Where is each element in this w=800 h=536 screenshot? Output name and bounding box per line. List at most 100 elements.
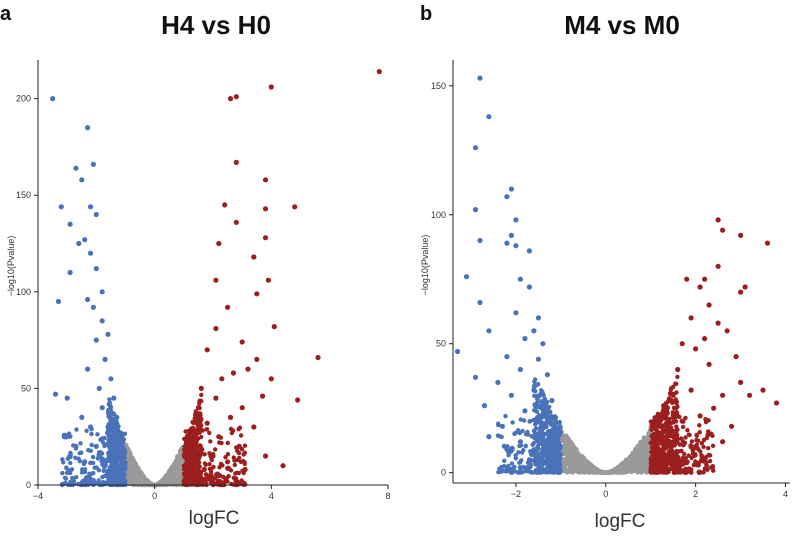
down-point: [99, 318, 105, 324]
down-point: [61, 434, 67, 440]
background-point: [563, 451, 568, 456]
down-point: [108, 376, 114, 382]
up-point: [693, 346, 699, 352]
background-point: [699, 441, 704, 446]
background-point: [236, 450, 242, 456]
down-point: [522, 336, 528, 342]
background-point: [578, 456, 584, 462]
background-point: [197, 401, 202, 406]
background-point: [649, 449, 654, 455]
background-point: [683, 435, 688, 440]
up-point: [738, 289, 744, 295]
background-point: [104, 430, 110, 436]
up-point: [652, 449, 658, 455]
background-point: [535, 462, 541, 468]
y-tick-label: 150: [431, 81, 446, 91]
background-point: [657, 451, 663, 456]
background-point: [587, 468, 592, 474]
background-point: [652, 464, 657, 469]
up-point: [201, 466, 207, 473]
background-point: [219, 480, 224, 486]
background-point: [673, 460, 678, 466]
background-point: [496, 422, 501, 428]
down-point: [526, 284, 533, 290]
background-point: [84, 480, 90, 485]
down-point: [535, 431, 542, 437]
background-point: [575, 463, 581, 469]
up-point: [706, 361, 712, 367]
background-point: [534, 409, 540, 414]
background-point: [703, 419, 709, 425]
background-point: [225, 466, 230, 471]
background-point: [223, 455, 228, 460]
background-point: [204, 427, 209, 432]
background-point: [658, 413, 664, 419]
background-point: [64, 470, 70, 476]
background-point: [503, 413, 508, 419]
background-point: [501, 468, 506, 474]
background-point: [78, 441, 83, 446]
up-point: [720, 227, 726, 233]
background-point: [506, 452, 511, 458]
background-point: [545, 462, 550, 467]
down-point: [481, 403, 488, 409]
background-point: [633, 464, 639, 470]
background-point: [668, 429, 674, 434]
background-point: [188, 467, 193, 472]
down-point: [52, 391, 59, 397]
background-point: [650, 436, 655, 441]
down-point: [93, 337, 99, 343]
background-point: [670, 399, 675, 404]
background-point: [535, 438, 540, 444]
background-point: [119, 453, 125, 459]
y-tick-label: 100: [16, 287, 31, 297]
background-point: [684, 460, 689, 466]
down-point: [73, 165, 79, 171]
down-point: [517, 366, 524, 373]
background-point: [672, 470, 678, 475]
background-point: [666, 439, 671, 444]
background-point: [674, 448, 679, 454]
background-point: [225, 452, 231, 457]
background-point: [501, 443, 507, 449]
background-point: [202, 452, 207, 457]
background-point: [638, 455, 643, 460]
background-point: [143, 480, 148, 485]
down-point: [93, 211, 99, 218]
up-point: [715, 263, 721, 269]
background-point: [233, 477, 238, 483]
background-point: [158, 480, 163, 485]
background-point: [510, 420, 515, 425]
background-point: [669, 385, 674, 391]
background-point: [543, 441, 548, 447]
background-point: [123, 463, 128, 468]
up-point: [697, 284, 703, 290]
background-point: [110, 475, 115, 480]
background-point: [626, 459, 632, 464]
background-point: [710, 443, 716, 448]
background-point: [543, 423, 548, 429]
background-point: [215, 478, 221, 483]
background-point: [107, 446, 113, 451]
up-point: [265, 277, 271, 283]
up-point: [702, 457, 708, 463]
up-point: [675, 366, 681, 373]
up-point: [198, 447, 204, 453]
background-point: [583, 464, 588, 470]
background-point: [547, 455, 552, 460]
background-point: [186, 478, 191, 483]
background-point: [652, 454, 657, 460]
background-point: [187, 432, 192, 437]
background-point: [131, 457, 136, 463]
background-point: [551, 428, 556, 433]
background-point: [568, 452, 573, 458]
down-point: [67, 269, 73, 276]
background-point: [691, 462, 697, 468]
background-point: [512, 464, 517, 470]
up-point: [204, 347, 210, 353]
up-point: [670, 392, 676, 398]
background-point: [526, 465, 531, 470]
background-point: [134, 468, 139, 473]
down-point: [90, 161, 96, 167]
background-point: [664, 421, 669, 426]
